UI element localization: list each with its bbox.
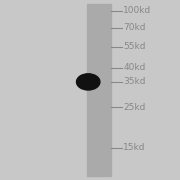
Text: 70kd: 70kd (123, 23, 146, 32)
Ellipse shape (76, 74, 100, 90)
Text: 15kd: 15kd (123, 143, 146, 152)
Text: 100kd: 100kd (123, 6, 152, 15)
Bar (87, 4, 111, 176)
Text: 40kd: 40kd (123, 63, 146, 72)
Text: 35kd: 35kd (123, 77, 146, 86)
Text: 55kd: 55kd (123, 42, 146, 51)
Text: 25kd: 25kd (123, 103, 146, 112)
